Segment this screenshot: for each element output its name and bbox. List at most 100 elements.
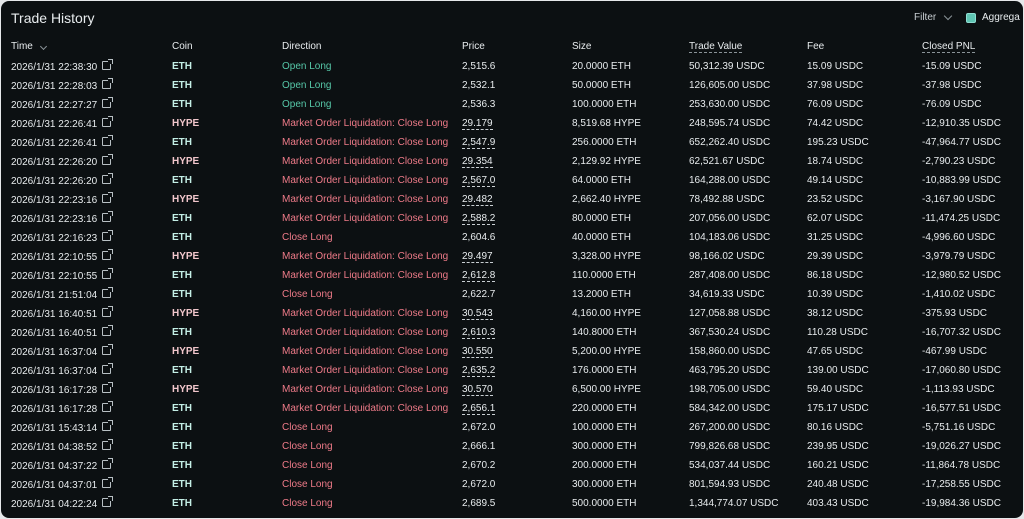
table-row: 2026/1/31 16:40:51 HYPE Market Order Liqui… <box>1 305 1023 324</box>
trade-coin[interactable]: ETH <box>172 441 192 452</box>
external-link-icon[interactable] <box>102 173 114 184</box>
trade-coin[interactable]: ETH <box>172 80 192 91</box>
col-header-time[interactable]: Time <box>11 41 47 55</box>
trade-time-text: 2026/1/31 21:51:04 <box>11 290 98 301</box>
external-link-icon[interactable] <box>102 78 114 89</box>
external-link-icon[interactable] <box>102 306 114 317</box>
table-row: 2026/1/31 16:40:51 ETH Market Order Liquid… <box>1 324 1023 343</box>
trade-coin[interactable]: HYPE <box>172 251 200 262</box>
trade-price[interactable]: 30.543 <box>462 308 493 320</box>
external-link-icon[interactable] <box>102 439 114 450</box>
trade-coin[interactable]: ETH <box>172 460 192 471</box>
trade-closed-pnl: -11,864.78 USDC <box>922 460 1001 471</box>
trade-coin[interactable]: ETH <box>172 289 192 300</box>
trade-price-text: 2,672.0 <box>462 479 496 490</box>
aggregate-toggle[interactable]: Aggrega <box>966 12 1020 23</box>
trade-coin[interactable]: ETH <box>172 270 192 281</box>
trade-time: 2026/1/31 04:37:22 <box>11 458 114 472</box>
external-link-icon[interactable] <box>102 458 114 469</box>
trade-price[interactable]: 30.570 <box>462 384 493 396</box>
external-link-icon[interactable] <box>102 135 114 146</box>
trade-coin[interactable]: ETH <box>172 403 192 414</box>
external-link-icon[interactable] <box>102 97 114 108</box>
trade-price[interactable]: 29.497 <box>462 251 493 263</box>
trade-coin[interactable]: HYPE <box>172 384 200 395</box>
external-link-icon[interactable] <box>102 154 114 165</box>
external-link-icon[interactable] <box>102 230 114 241</box>
external-link-icon[interactable] <box>102 325 114 336</box>
trade-coin[interactable]: ETH <box>172 213 192 224</box>
trade-time-text: 2026/1/31 22:27:27 <box>11 100 98 111</box>
trade-price[interactable]: 2,656.1 <box>462 403 496 415</box>
trade-fee: 49.14 USDC <box>807 175 864 186</box>
trade-size: 8,519.68 HYPE <box>572 118 641 129</box>
trade-coin[interactable]: HYPE <box>172 308 200 319</box>
trade-closed-pnl: -1,113.93 USDC <box>922 384 995 395</box>
trade-coin[interactable]: ETH <box>172 61 192 72</box>
external-link-icon[interactable] <box>102 59 114 70</box>
trade-direction: Open Long <box>282 80 332 91</box>
table-row: 2026/1/31 16:17:28 HYPE Market Order Liqui… <box>1 381 1023 400</box>
chevron-down-icon <box>943 11 953 21</box>
trade-price[interactable]: 2,588.2 <box>462 213 496 225</box>
external-link-icon[interactable] <box>102 382 114 393</box>
trade-size: 4,160.00 HYPE <box>572 308 641 319</box>
trade-size: 256.0000 ETH <box>572 137 637 148</box>
trade-coin[interactable]: ETH <box>172 175 192 186</box>
table-row: 2026/1/31 22:26:20 ETH Market Order Liquid… <box>1 172 1023 191</box>
trade-coin[interactable]: HYPE <box>172 346 200 357</box>
trade-coin[interactable]: ETH <box>172 99 192 110</box>
aggregate-checkbox[interactable] <box>966 12 976 23</box>
trade-price[interactable]: 2,610.3 <box>462 327 496 339</box>
trade-size: 2,662.40 HYPE <box>572 194 641 205</box>
external-link-icon[interactable] <box>102 249 114 260</box>
trade-coin[interactable]: HYPE <box>172 194 200 205</box>
external-link-icon[interactable] <box>102 496 114 507</box>
external-link-icon[interactable] <box>102 477 114 488</box>
trade-time-text: 2026/1/31 22:26:20 <box>11 176 98 187</box>
sort-chevron-icon <box>39 42 47 51</box>
trade-price[interactable]: 2,567.0 <box>462 175 496 187</box>
trade-direction: Market Order Liquidation: Close Long <box>282 175 449 186</box>
external-link-icon[interactable] <box>102 192 114 203</box>
external-link-icon[interactable] <box>102 401 114 412</box>
trade-coin[interactable]: HYPE <box>172 118 200 129</box>
trade-value: 207,056.00 USDC <box>689 213 771 224</box>
external-link-icon[interactable] <box>102 287 114 298</box>
trade-coin[interactable]: ETH <box>172 232 192 243</box>
filter-dropdown[interactable]: Filter <box>914 11 953 23</box>
external-link-icon[interactable] <box>102 363 114 374</box>
trade-coin[interactable]: ETH <box>172 327 192 338</box>
trade-closed-pnl: -19,026.27 USDC <box>922 441 1001 452</box>
external-link-icon[interactable] <box>102 211 114 222</box>
trade-price[interactable]: 2,635.2 <box>462 365 496 377</box>
trade-price[interactable]: 29.179 <box>462 118 493 130</box>
trade-price[interactable]: 2,547.9 <box>462 137 496 149</box>
external-link-icon[interactable] <box>102 116 114 127</box>
trade-closed-pnl: -37.98 USDC <box>922 80 982 91</box>
trade-price[interactable]: 30.550 <box>462 346 493 358</box>
trade-price[interactable]: 29.354 <box>462 156 493 168</box>
trade-coin[interactable]: ETH <box>172 422 192 433</box>
external-link-icon[interactable] <box>102 344 114 355</box>
trade-size: 200.0000 ETH <box>572 460 637 471</box>
trade-coin[interactable]: ETH <box>172 137 192 148</box>
trade-size: 220.0000 ETH <box>572 403 637 414</box>
trade-coin[interactable]: ETH <box>172 479 192 490</box>
trade-size: 300.0000 ETH <box>572 479 637 490</box>
trade-size: 80.0000 ETH <box>572 213 631 224</box>
trade-price[interactable]: 2,612.8 <box>462 270 496 282</box>
trade-coin[interactable]: ETH <box>172 365 192 376</box>
trade-price-text: 2,666.1 <box>462 441 496 452</box>
trade-direction: Market Order Liquidation: Close Long <box>282 403 449 414</box>
trade-time: 2026/1/31 22:16:23 <box>11 230 114 244</box>
external-link-icon[interactable] <box>102 268 114 279</box>
trade-time-text: 2026/1/31 22:10:55 <box>11 252 98 263</box>
trade-coin[interactable]: HYPE <box>172 156 200 167</box>
trade-coin[interactable]: ETH <box>172 498 192 509</box>
trade-price-text: 2,672.0 <box>462 422 496 433</box>
trade-value: 801,594.93 USDC <box>689 479 771 490</box>
external-link-icon[interactable] <box>102 420 114 431</box>
trade-price[interactable]: 29.482 <box>462 194 493 206</box>
trade-closed-pnl: -4,996.60 USDC <box>922 232 996 243</box>
